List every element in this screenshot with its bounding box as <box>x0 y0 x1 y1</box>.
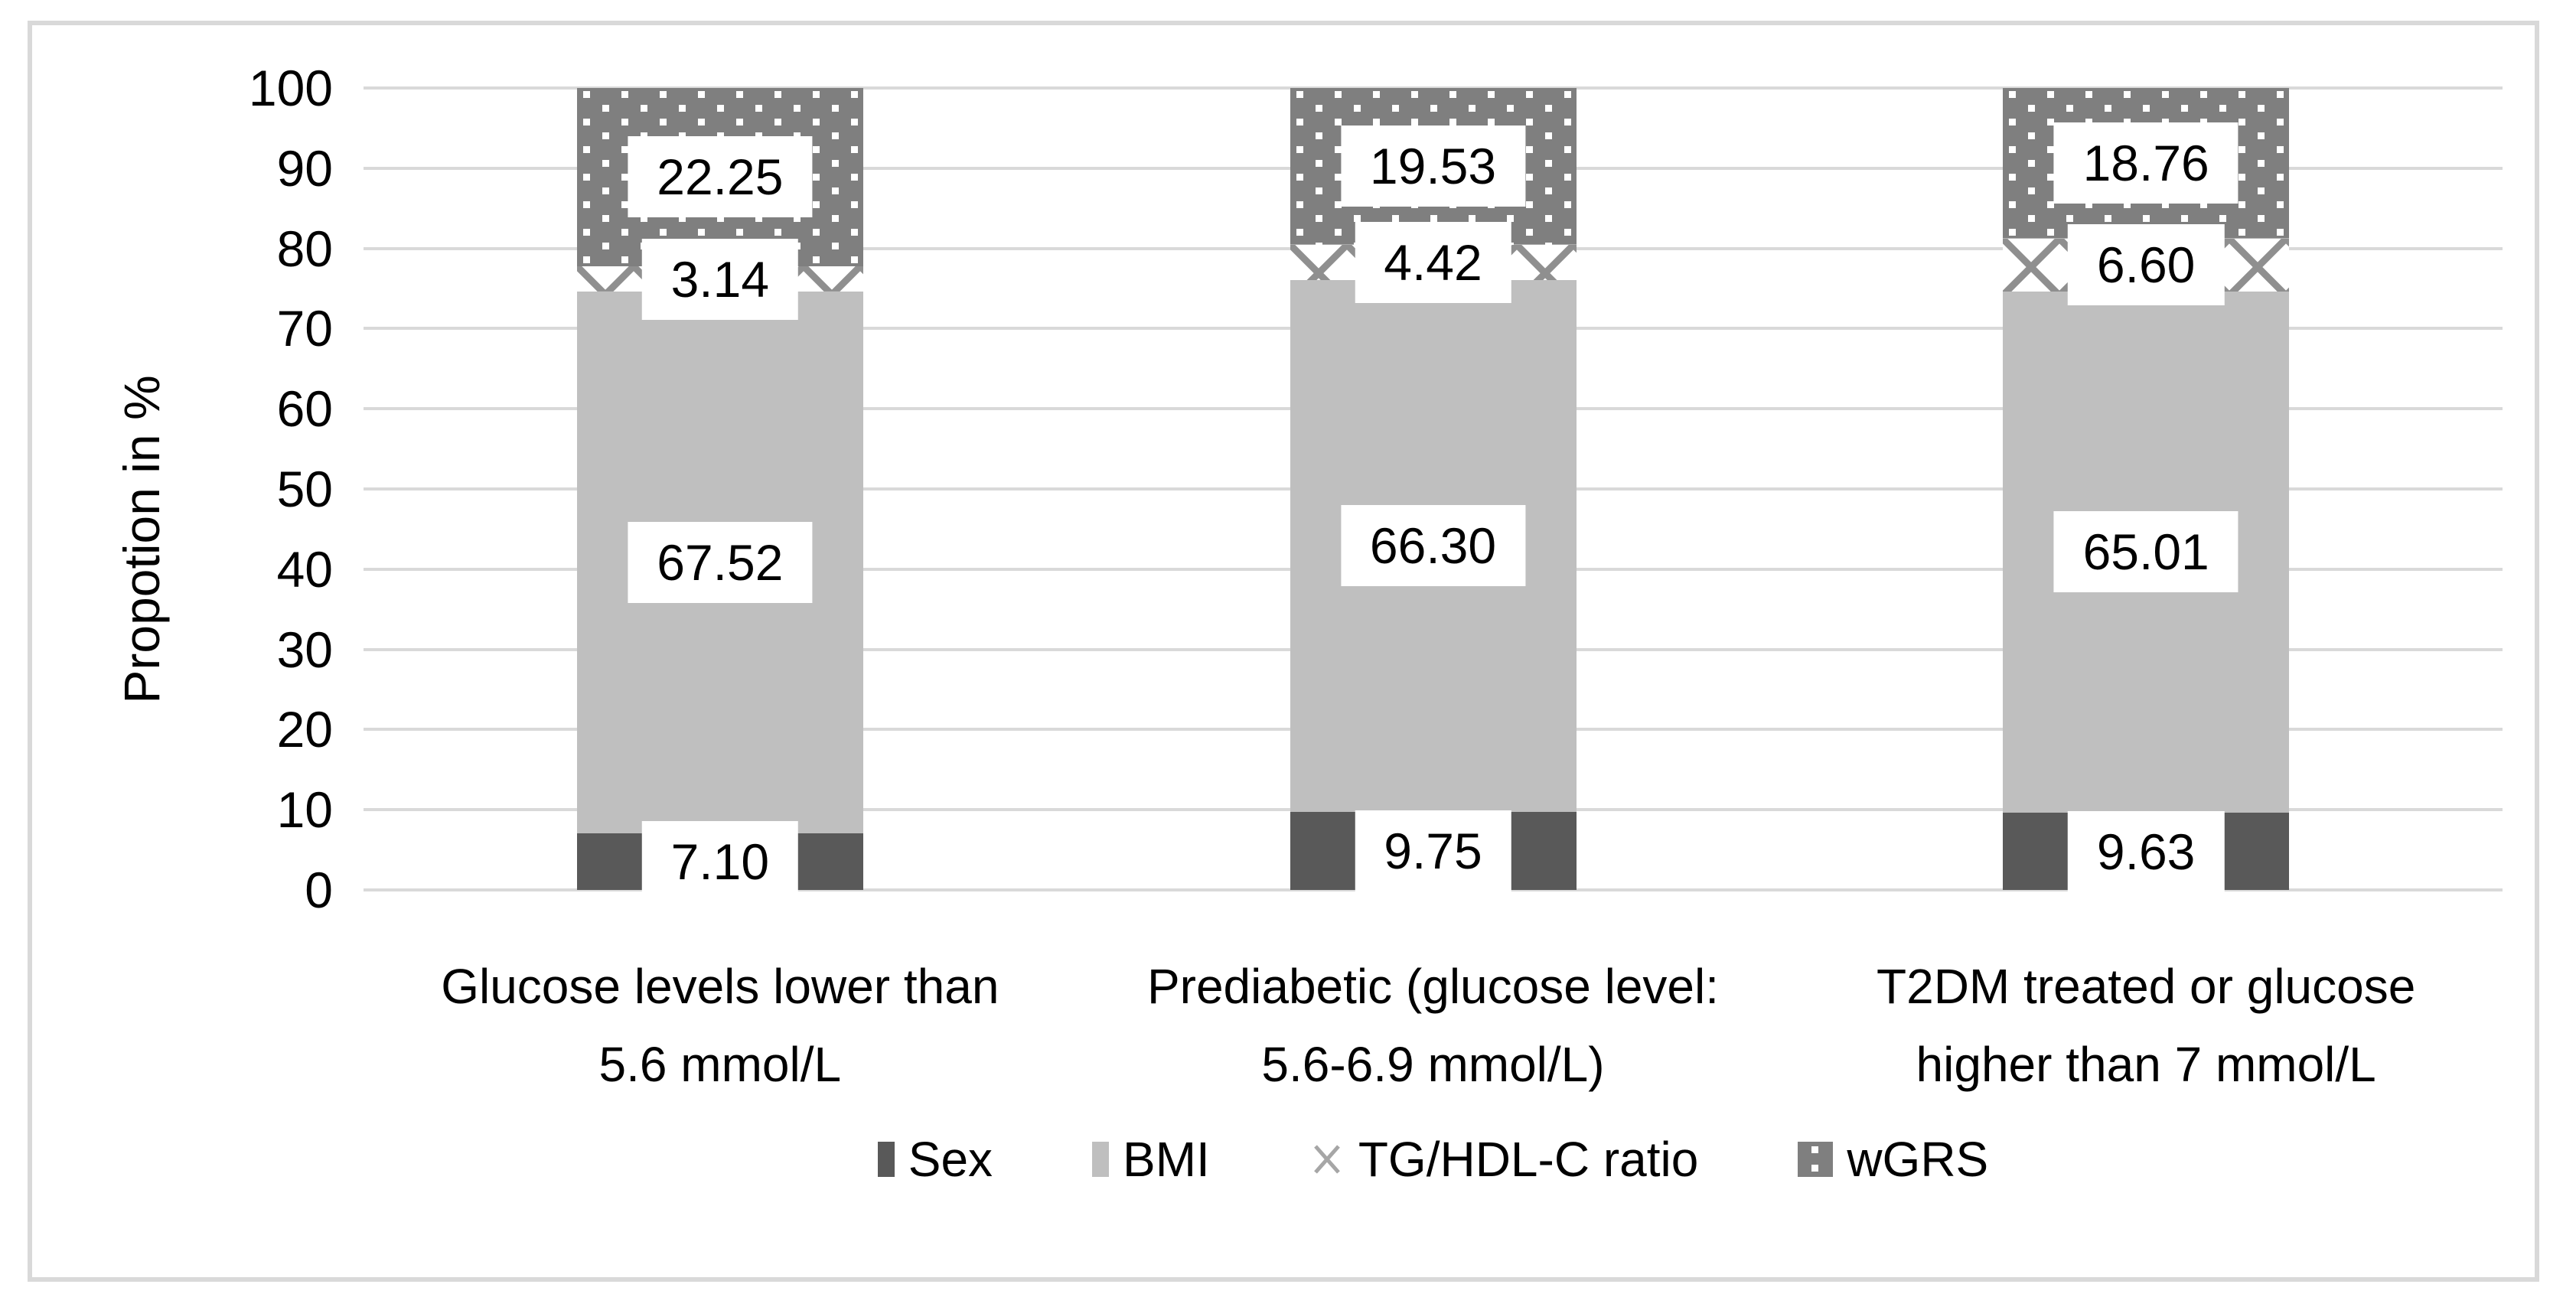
category-label-line: T2DM treated or glucose <box>1877 959 2416 1014</box>
y-tick-label: 10 <box>276 781 333 839</box>
y-tick-label: 80 <box>276 220 333 277</box>
value-label: 9.63 <box>2067 810 2225 892</box>
y-tick-label: 60 <box>276 380 333 438</box>
y-tick-label: 20 <box>276 701 333 758</box>
value-label: 6.60 <box>2067 224 2225 306</box>
category-label-line: 5.6-6.9 mmol/L) <box>1261 1037 1605 1092</box>
category-label-line: Glucose levels lower than <box>441 959 999 1014</box>
y-tick-label: 70 <box>276 300 333 357</box>
legend-label: wGRS <box>1847 1132 1989 1187</box>
y-tick-label: 50 <box>276 461 333 517</box>
value-label: 3.14 <box>641 238 799 320</box>
legend-item-tg-hdl-c-ratio: TG/HDL-C ratio <box>1309 1131 1699 1188</box>
legend-item-wgrs: wGRS <box>1798 1131 1988 1188</box>
legend-swatch-dots <box>1798 1142 1834 1177</box>
y-tick-label: 100 <box>248 60 333 116</box>
value-label: 18.76 <box>2053 122 2239 204</box>
y-tick-label: 40 <box>276 540 333 598</box>
value-label: 9.75 <box>1355 810 1511 891</box>
legend-swatch-solid-light <box>1092 1142 1110 1177</box>
category-label-line: higher than 7 mmol/L <box>1916 1037 2376 1092</box>
y-tick-label: 30 <box>276 621 333 678</box>
value-label: 4.42 <box>1355 221 1511 303</box>
y-tick-label: 90 <box>276 139 333 197</box>
category-label: Prediabetic (glucose level: 5.6-6.9 mmol/… <box>1077 947 1790 1103</box>
category-label: T2DM treated or glucose higher than 7 mmo… <box>1789 947 2503 1103</box>
legend-item-bmi: BMI <box>1092 1131 1210 1188</box>
legend-label: TG/HDL-C ratio <box>1358 1132 1699 1187</box>
legend-label: BMI <box>1123 1132 1210 1187</box>
category-label-line: 5.6 mmol/L <box>598 1037 842 1092</box>
category-label-line: Prediabetic (glucose level: <box>1146 959 1720 1014</box>
value-label: 7.10 <box>641 820 799 902</box>
legend-swatch-crosshatch <box>1309 1142 1345 1177</box>
legend-item-sex: Sex <box>877 1131 993 1188</box>
value-label: 66.30 <box>1340 505 1526 587</box>
legend: Sex BMI TG/HDL-C ratio wGRS <box>364 1131 2503 1188</box>
legend-swatch-solid-dark <box>877 1142 895 1177</box>
value-label: 65.01 <box>2053 511 2239 593</box>
y-tick-label: 0 <box>305 862 333 918</box>
value-label: 67.52 <box>628 521 813 603</box>
category-label: Glucose levels lower than 5.6 mmol/L <box>364 947 1077 1103</box>
legend-label: Sex <box>908 1132 993 1187</box>
value-label: 19.53 <box>1340 125 1526 207</box>
value-label: 22.25 <box>628 136 813 218</box>
